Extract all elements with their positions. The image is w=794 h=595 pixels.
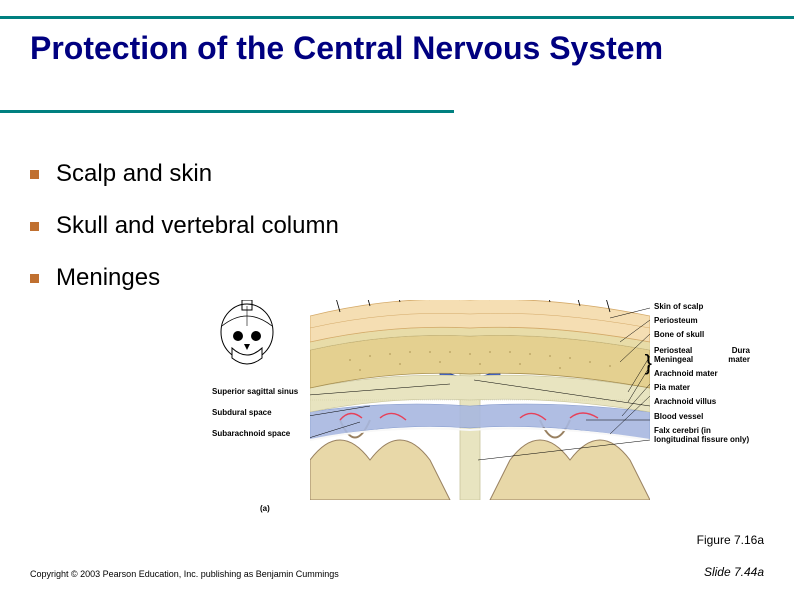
copyright-text: Copyright © 2003 Pearson Education, Inc.… <box>30 569 339 579</box>
bullet-item: Skull and vertebral column <box>30 212 339 240</box>
anatomy-diagram: Superior sagittal sinus Subdural space S… <box>200 300 750 520</box>
left-labels: Superior sagittal sinus Subdural space S… <box>212 388 302 450</box>
right-labels: Skin of scalp Periosteum Bone of skull P… <box>654 302 750 449</box>
label-superior-sagittal-sinus: Superior sagittal sinus <box>212 388 302 397</box>
label-meningeal: Meningeal <box>654 355 693 364</box>
label-pia-mater: Pia mater <box>654 383 750 392</box>
label-arachnoid-villus: Arachnoid villus <box>654 397 750 406</box>
label-subarachnoid-space: Subarachnoid space <box>212 430 302 439</box>
figure-caption: Figure 7.16a <box>697 533 764 547</box>
label-arachnoid-mater: Arachnoid mater <box>654 369 750 378</box>
top-accent-bar <box>0 16 794 19</box>
label-subdural-space: Subdural space <box>212 409 302 418</box>
label-falx-cerebri: Falx cerebri (in longitudinal fissure on… <box>654 426 750 444</box>
bullet-item: Meninges <box>30 264 339 292</box>
label-blood-vessel: Blood vessel <box>654 412 750 421</box>
title-underline <box>0 110 454 113</box>
label-dura-mater-2: mater <box>728 355 750 364</box>
label-dura-mater: Dura <box>732 346 750 355</box>
skull-inset: Superior sagittal sinus Subdural space S… <box>212 300 302 460</box>
label-skin-of-scalp: Skin of scalp <box>654 302 750 311</box>
bullet-list: Scalp and skin Skull and vertebral colum… <box>30 160 339 316</box>
panel-label: (a) <box>260 504 270 513</box>
bullet-item: Scalp and skin <box>30 160 339 188</box>
label-periosteal: Periosteal <box>654 346 692 355</box>
layers-cross-section <box>310 300 650 500</box>
skull-icon <box>212 300 282 380</box>
label-bone-of-skull: Bone of skull <box>654 330 750 339</box>
page-title: Protection of the Central Nervous System <box>30 30 663 67</box>
label-periosteum: Periosteum <box>654 316 750 325</box>
slide-number: Slide 7.44a <box>704 565 764 579</box>
dura-brace: } <box>645 352 652 374</box>
